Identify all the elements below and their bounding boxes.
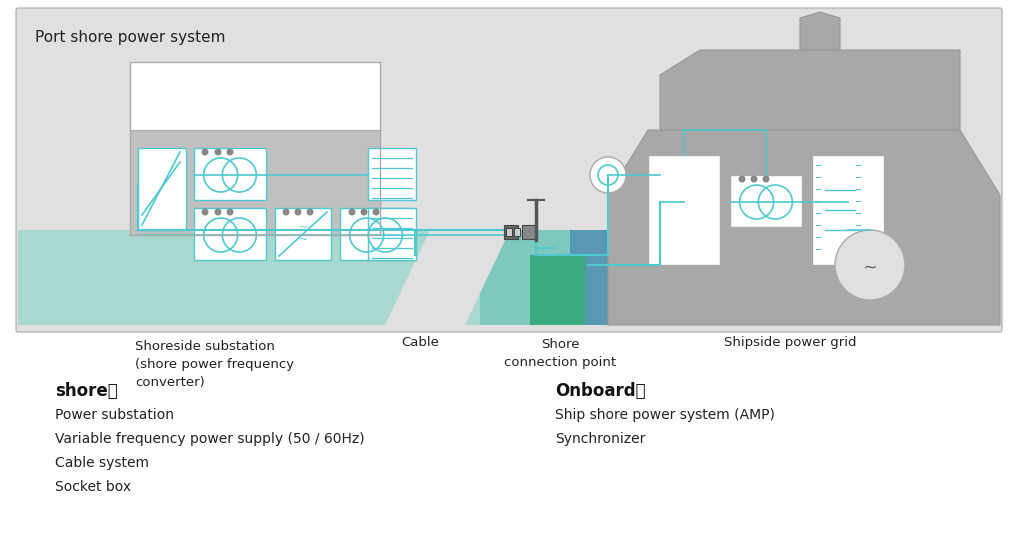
Circle shape	[227, 148, 234, 156]
Circle shape	[835, 230, 905, 300]
Polygon shape	[530, 255, 585, 325]
Circle shape	[283, 209, 290, 215]
Polygon shape	[570, 230, 1000, 325]
Text: Synchronizer: Synchronizer	[555, 432, 645, 446]
FancyBboxPatch shape	[648, 155, 720, 265]
Polygon shape	[607, 130, 1000, 325]
FancyBboxPatch shape	[812, 155, 884, 265]
FancyBboxPatch shape	[368, 208, 416, 260]
Circle shape	[306, 209, 313, 215]
Circle shape	[201, 148, 208, 156]
Circle shape	[763, 176, 770, 183]
Text: Shoreside substation
(shore power frequency
converter): Shoreside substation (shore power freque…	[135, 340, 294, 389]
FancyBboxPatch shape	[130, 130, 380, 235]
Polygon shape	[18, 230, 510, 325]
Circle shape	[294, 209, 301, 215]
Circle shape	[348, 209, 355, 215]
Text: shore：: shore：	[55, 382, 117, 400]
Polygon shape	[480, 230, 600, 325]
Circle shape	[227, 209, 234, 215]
Circle shape	[214, 209, 222, 215]
FancyBboxPatch shape	[504, 225, 518, 239]
Text: Shore
connection point: Shore connection point	[504, 338, 616, 369]
FancyBboxPatch shape	[194, 208, 266, 260]
Polygon shape	[385, 230, 510, 325]
Text: Onboard：: Onboard：	[555, 382, 645, 400]
Text: Variable frequency power supply (50 / 60Hz): Variable frequency power supply (50 / 60…	[55, 432, 364, 446]
FancyBboxPatch shape	[275, 208, 331, 260]
FancyBboxPatch shape	[368, 148, 416, 200]
FancyBboxPatch shape	[16, 8, 1002, 332]
Circle shape	[373, 209, 380, 215]
Circle shape	[214, 148, 222, 156]
Circle shape	[360, 209, 368, 215]
FancyBboxPatch shape	[522, 225, 536, 239]
FancyBboxPatch shape	[340, 208, 412, 260]
FancyBboxPatch shape	[730, 175, 803, 227]
FancyBboxPatch shape	[138, 148, 186, 230]
Text: Ship shore power system (AMP): Ship shore power system (AMP)	[555, 408, 775, 422]
Circle shape	[590, 157, 626, 193]
Text: Socket box: Socket box	[55, 480, 131, 494]
Text: Port shore power system: Port shore power system	[35, 30, 226, 45]
Text: ~
~: ~ ~	[298, 223, 307, 245]
FancyBboxPatch shape	[130, 62, 380, 130]
Text: Power substation: Power substation	[55, 408, 174, 422]
Text: Shipside power grid: Shipside power grid	[724, 336, 857, 349]
Text: Cable: Cable	[401, 336, 439, 349]
FancyBboxPatch shape	[506, 228, 512, 236]
Circle shape	[750, 176, 758, 183]
Text: ~: ~	[863, 259, 877, 277]
Circle shape	[201, 209, 208, 215]
Text: Cable system: Cable system	[55, 456, 149, 470]
Polygon shape	[660, 50, 960, 130]
Circle shape	[738, 176, 745, 183]
FancyBboxPatch shape	[514, 228, 520, 236]
FancyBboxPatch shape	[194, 148, 266, 200]
Polygon shape	[800, 12, 840, 50]
